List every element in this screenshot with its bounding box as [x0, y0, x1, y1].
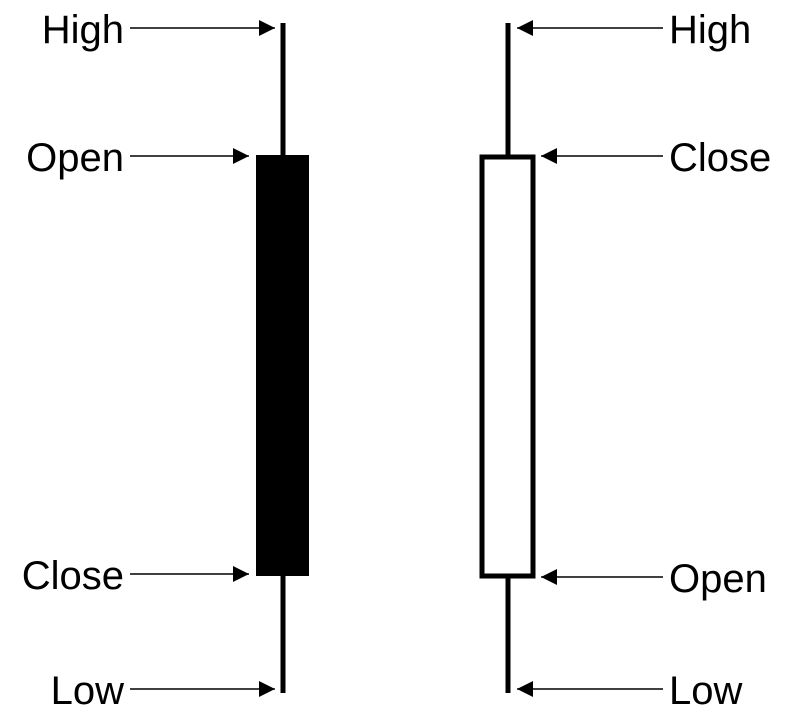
bearish-candle — [257, 23, 308, 693]
label-right-high: High — [669, 8, 751, 52]
bearish-candle-body — [257, 156, 308, 575]
label-left-low: Low — [51, 669, 124, 713]
label-right-close: Close — [669, 136, 771, 180]
label-left-close: Close — [22, 554, 124, 598]
bullish-candle-body — [482, 157, 533, 576]
bullish-candle — [482, 23, 533, 693]
label-left-high: High — [42, 8, 124, 52]
label-left-open: Open — [26, 136, 124, 180]
label-right-low: Low — [669, 669, 742, 713]
label-right-open: Open — [669, 557, 767, 601]
